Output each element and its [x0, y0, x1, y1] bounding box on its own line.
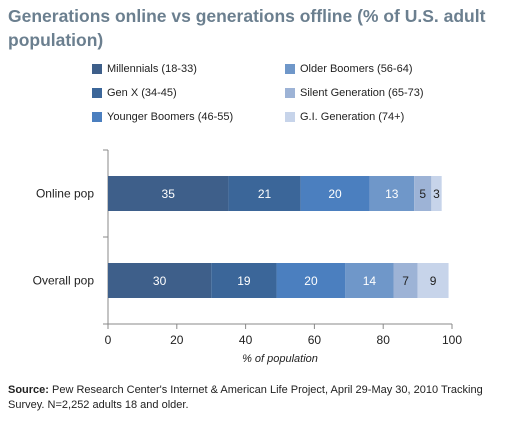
source-text: Pew Research Center's Internet & America…: [8, 384, 483, 411]
legend-label: Gen X (34-45): [107, 87, 177, 99]
bar-segment-millennials-18-33-overall-pop: [108, 263, 212, 298]
x-tick-label: 0: [105, 333, 112, 347]
bar-segment-older-boomers-56-64-overall-pop: [345, 263, 394, 298]
bar-segment-millennials-18-33-online-pop: [108, 176, 229, 211]
data-label: 19: [237, 274, 251, 288]
chart-title: Generations online vs generations offlin…: [8, 6, 486, 50]
legend-item-younger-boomers-46-55: Younger Boomers (46-55): [92, 110, 285, 124]
legend-item-gen-x-34-45: Gen X (34-45): [92, 86, 285, 100]
legend-swatch: [92, 112, 102, 122]
legend-label: Millennials (18-33): [107, 63, 197, 75]
legend-item-g-i-generation-74: G.I. Generation (74+): [285, 110, 485, 124]
data-label: 20: [328, 187, 342, 201]
legend-label: Older Boomers (56-64): [300, 63, 413, 75]
legend-item-silent-generation-65-73: Silent Generation (65-73): [285, 86, 485, 100]
category-label-overall-pop: Overall pop: [33, 274, 95, 288]
x-tick-label: 60: [308, 333, 322, 347]
bar-segment-younger-boomers-46-55-online-pop: [300, 176, 370, 211]
source-note: Source: Pew Research Center's Internet &…: [8, 383, 500, 413]
bar-segment-g-i-generation-74-online-pop: [431, 176, 442, 211]
legend-swatch: [285, 64, 295, 74]
bar-segment-silent-generation-65-73-online-pop: [414, 176, 432, 211]
legend-swatch: [92, 88, 102, 98]
bar-segment-older-boomers-56-64-online-pop: [369, 176, 415, 211]
bar-segment-g-i-generation-74-overall-pop: [417, 263, 449, 298]
data-label: 13: [385, 187, 399, 201]
bar-segment-gen-x-34-45-overall-pop: [211, 263, 277, 298]
bar-segment-silent-generation-65-73-overall-pop: [393, 263, 418, 298]
x-tick-label: 20: [170, 333, 184, 347]
source-label: Source:: [8, 384, 49, 396]
category-label-online-pop: Online pop: [36, 187, 94, 201]
legend-swatch: [92, 64, 102, 74]
legend-item-millennials-18-33: Millennials (18-33): [92, 62, 285, 76]
data-label: 7: [402, 274, 409, 288]
data-label: 30: [153, 274, 167, 288]
data-label: 35: [162, 187, 176, 201]
legend-label: Younger Boomers (46-55): [107, 111, 234, 123]
data-label: 3: [433, 187, 440, 201]
chart-legend: Millennials (18-33) Older Boomers (56-64)…: [92, 62, 492, 124]
bar-segment-younger-boomers-46-55-overall-pop: [276, 263, 346, 298]
bar-segment-gen-x-34-45-online-pop: [228, 176, 301, 211]
data-label: 5: [419, 187, 426, 201]
x-axis-title: % of population: [242, 353, 318, 365]
legend-swatch: [285, 88, 295, 98]
data-label: 20: [304, 274, 318, 288]
data-label: 14: [363, 274, 377, 288]
x-tick-label: 80: [377, 333, 391, 347]
data-label: 9: [430, 274, 437, 288]
legend-swatch: [285, 112, 295, 122]
legend-label: Silent Generation (65-73): [300, 87, 424, 99]
x-tick-label: 40: [239, 333, 253, 347]
legend-item-older-boomers-56-64: Older Boomers (56-64): [285, 62, 485, 76]
data-label: 21: [258, 187, 272, 201]
legend-label: G.I. Generation (74+): [300, 111, 405, 123]
x-tick-label: 100: [442, 333, 462, 347]
